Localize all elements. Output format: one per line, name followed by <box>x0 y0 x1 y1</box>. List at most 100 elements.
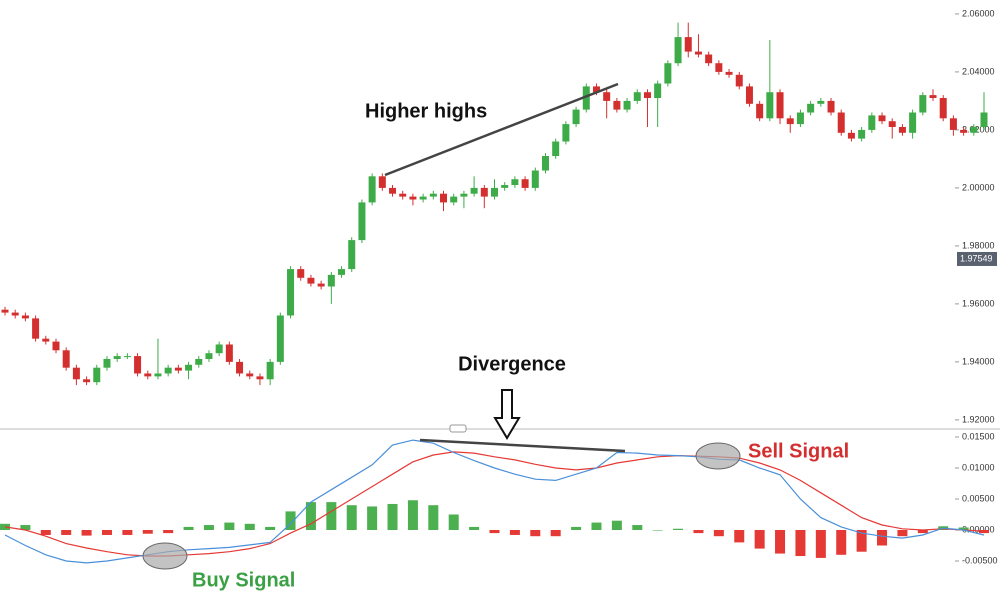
candle-body <box>399 193 407 197</box>
candle-body <box>480 187 488 197</box>
candle-body <box>919 95 927 113</box>
candle-body <box>735 74 743 87</box>
candle-body <box>429 193 437 197</box>
candle-body <box>287 269 295 316</box>
histogram-bar <box>734 530 745 543</box>
candle-body <box>705 54 713 64</box>
histogram-bar <box>305 502 316 531</box>
y-tick-label: 2.00000 <box>962 182 995 192</box>
candle-body <box>603 92 611 101</box>
candle-body <box>572 109 580 125</box>
y-tick-label: 2.02000 <box>962 124 995 134</box>
candle-body <box>491 187 498 197</box>
candle-body <box>470 187 478 194</box>
candle-body <box>827 100 835 113</box>
divergence-line <box>419 438 626 453</box>
candle-body <box>847 132 855 139</box>
y-tick-label: 0.01500 <box>962 431 995 441</box>
candle-body <box>715 63 723 72</box>
histogram-bar <box>632 525 643 531</box>
candle-body <box>725 71 733 75</box>
histogram-bar <box>387 503 398 531</box>
candle-body <box>552 141 560 157</box>
histogram-bar <box>754 530 765 549</box>
candle-body <box>582 86 590 110</box>
candle-body <box>541 156 549 171</box>
candle-body <box>389 187 397 194</box>
candle-body <box>949 118 957 130</box>
histogram-bar <box>775 530 786 554</box>
candle-body <box>317 283 325 287</box>
histogram-bar <box>367 506 378 531</box>
histogram-bar <box>448 514 459 531</box>
candle-body <box>378 176 386 188</box>
candle-body <box>164 367 172 374</box>
candle-body <box>674 37 682 64</box>
candle-body <box>694 51 702 55</box>
histogram-bar <box>530 530 541 537</box>
histogram-bar <box>346 505 357 531</box>
candle-body <box>592 86 600 93</box>
histogram-bar <box>877 530 888 546</box>
candle-body <box>144 373 152 377</box>
histogram-bar <box>571 526 582 531</box>
candle-body <box>898 127 906 133</box>
candle-body <box>215 344 223 354</box>
candle-body <box>1 309 9 313</box>
candle-body <box>338 269 346 275</box>
candle-body <box>868 115 876 130</box>
candle-body <box>960 129 968 133</box>
histogram-bar <box>550 530 561 537</box>
candle-body <box>174 367 182 371</box>
y-tick-label: 1.92000 <box>962 414 995 424</box>
higher-highs-label: Higher highs <box>365 100 487 122</box>
candle-body <box>246 373 254 377</box>
candle-body <box>766 92 774 119</box>
buy-signal-label: Buy Signal <box>192 569 295 591</box>
candle-body <box>776 92 784 119</box>
candle-body <box>409 196 417 200</box>
histogram-bar <box>61 530 72 535</box>
last-price-label: 1.97549 <box>960 253 993 263</box>
candle-body <box>756 103 764 119</box>
candle-body <box>236 361 244 374</box>
candle-body <box>297 269 305 278</box>
histogram-bar <box>469 526 480 531</box>
candle-body <box>358 202 366 241</box>
histogram-bar <box>836 530 847 555</box>
candle-body <box>266 361 274 380</box>
candle-body <box>745 86 753 104</box>
candle-body <box>348 240 356 270</box>
candle-body <box>633 92 641 101</box>
histogram-bar <box>244 523 255 531</box>
candle-body <box>450 196 458 203</box>
histogram-bar <box>326 502 337 531</box>
histogram-bar <box>897 530 908 537</box>
y-tick-label: 0.00000 <box>962 524 995 534</box>
histogram-bar <box>285 511 296 531</box>
divergence-arrow <box>493 389 521 440</box>
last-price-box <box>957 251 997 266</box>
y-tick-label: -0.00500 <box>962 555 998 565</box>
candle-body <box>368 176 376 203</box>
candle-body <box>807 103 815 113</box>
histogram-bar <box>958 527 969 531</box>
histogram-bar <box>224 522 235 531</box>
sell-signal-label: Sell Signal <box>748 440 849 462</box>
candle-body <box>93 367 101 383</box>
candle-body <box>134 356 142 374</box>
pane-handle[interactable] <box>449 424 467 433</box>
candle-body <box>83 379 91 383</box>
candle-body <box>21 315 29 319</box>
candle-body <box>684 37 692 52</box>
candle-body <box>909 112 917 133</box>
histogram-bar <box>652 530 663 531</box>
divergence-label: Divergence <box>458 353 566 375</box>
histogram-bar <box>693 530 704 534</box>
histogram-bar <box>591 522 602 531</box>
candle-body <box>786 118 794 125</box>
histogram-bar <box>509 530 520 535</box>
histogram-bar <box>815 530 826 558</box>
candle-body <box>205 353 213 359</box>
